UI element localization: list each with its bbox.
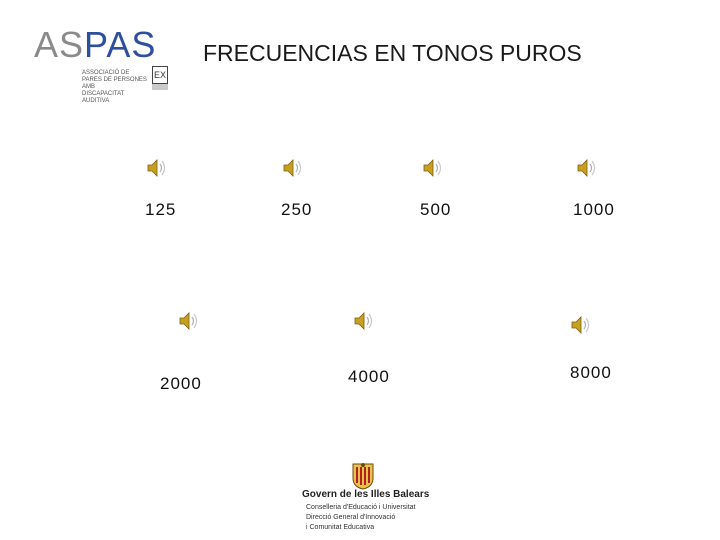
footer-line: i Comunitat Educativa bbox=[306, 524, 375, 531]
tone-label-4000: 4000 bbox=[348, 367, 390, 386]
tone-label-1000: 1000 bbox=[573, 200, 615, 219]
speaker-sound-icon[interactable] bbox=[353, 309, 377, 333]
logo-text-as: AS bbox=[34, 24, 85, 65]
aspas-logo: ASPAS ASSOCIACIÓ DE PARES DE PERSONES AM… bbox=[34, 26, 184, 104]
logo-badge-base bbox=[152, 84, 168, 90]
speaker-sound-icon[interactable] bbox=[576, 156, 600, 180]
speaker-sound-icon[interactable] bbox=[282, 156, 306, 180]
tone-label-250: 250 bbox=[281, 200, 313, 219]
tone-label-8000: 8000 bbox=[570, 363, 612, 382]
tone-label-2000: 2000 bbox=[160, 374, 202, 393]
tone-label-500: 500 bbox=[420, 200, 452, 219]
logo-subtitle-line: ASSOCIACIÓ DE bbox=[82, 70, 130, 76]
logo-wordmark: ASPAS bbox=[34, 26, 156, 64]
speaker-sound-icon[interactable] bbox=[178, 309, 202, 333]
tone-label-125: 125 bbox=[145, 200, 177, 219]
logo-subtitle: ASSOCIACIÓ DE PARES DE PERSONES AMB DISC… bbox=[82, 70, 152, 105]
govern-logo: Govern de les Illes Balears Conselleria … bbox=[298, 460, 430, 540]
coat-of-arms-icon bbox=[352, 463, 374, 490]
footer-line: Conselleria d'Educació i Universitat bbox=[306, 504, 416, 511]
speaker-sound-icon[interactable] bbox=[146, 156, 170, 180]
speaker-sound-icon[interactable] bbox=[570, 313, 594, 337]
logo-subtitle-line: DISCAPACITAT AUDITIVA bbox=[82, 91, 125, 104]
speaker-sound-icon[interactable] bbox=[422, 156, 446, 180]
logo-badge: EX bbox=[152, 66, 168, 84]
logo-text-pas: PAS bbox=[84, 24, 157, 65]
page-title: FRECUENCIAS EN TONOS PUROS bbox=[203, 40, 582, 66]
footer-title: Govern de les Illes Balears bbox=[302, 489, 430, 500]
logo-subtitle-line: PARES DE PERSONES AMB bbox=[82, 77, 147, 90]
footer-line: Direcció General d'Innovació bbox=[306, 514, 396, 521]
